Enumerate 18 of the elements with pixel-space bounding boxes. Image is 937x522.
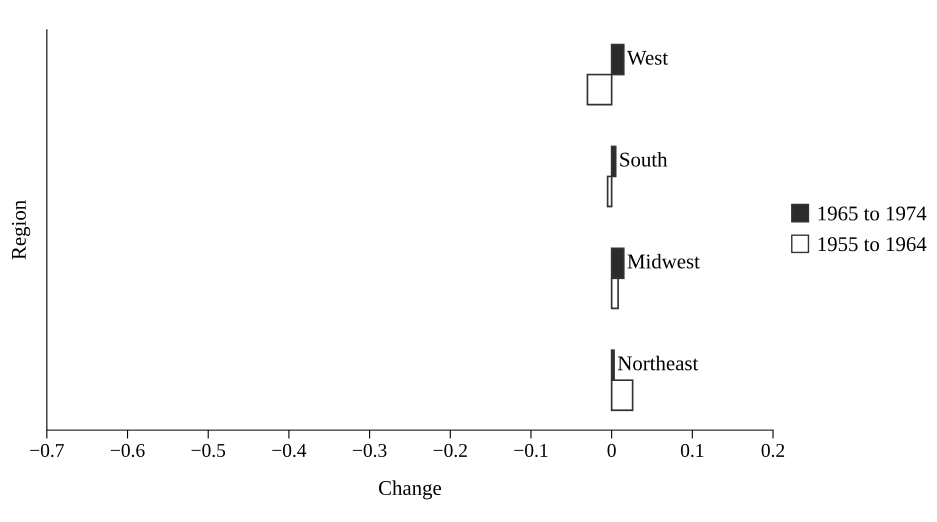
x-tick-label: 0 bbox=[608, 444, 616, 458]
x-tick-label: 0.2 bbox=[762, 444, 784, 458]
y-tick-label: Northeast bbox=[618, 356, 698, 370]
x-tick-label: 0.1 bbox=[680, 444, 704, 458]
x-tick-label: −0.1 bbox=[514, 444, 548, 458]
x-tick-label: −0.2 bbox=[434, 444, 467, 458]
legend-label: 1965 to 1974 bbox=[818, 206, 926, 220]
y-tick-label: Midwest bbox=[628, 254, 700, 269]
x-tick-label: −0.3 bbox=[352, 444, 386, 458]
legend-label: 1955 to 1964 bbox=[818, 237, 926, 252]
y-tick-label: West bbox=[627, 50, 668, 65]
x-axis-title: Change bbox=[378, 480, 442, 500]
x-tick-label: −0.6 bbox=[110, 444, 145, 458]
y-tick-label: South bbox=[620, 152, 668, 167]
x-tick-label: −0.7 bbox=[30, 444, 64, 458]
y-axis-title: Region bbox=[12, 200, 30, 260]
x-tick-label: −0.4 bbox=[272, 444, 306, 458]
x-tick-label: −0.5 bbox=[192, 444, 226, 458]
